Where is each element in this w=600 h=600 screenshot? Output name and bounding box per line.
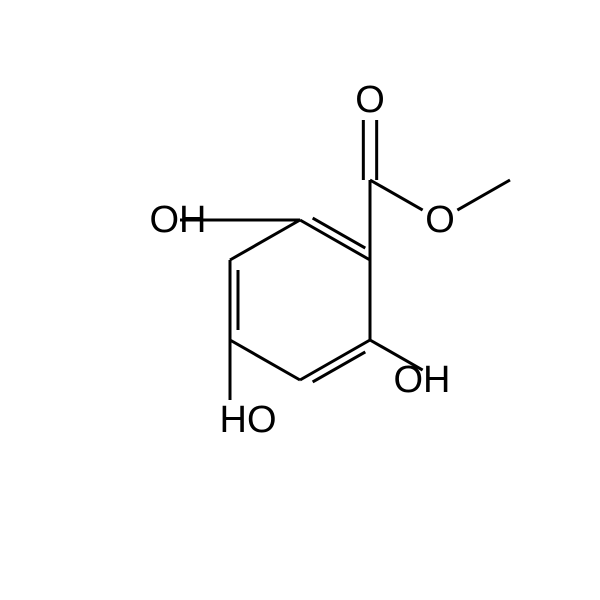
atom-label: O — [355, 79, 385, 121]
molecule-diagram: O O OH OH HO — [0, 0, 600, 600]
atom-label: OH — [150, 199, 207, 241]
atom-label: OH — [394, 359, 451, 401]
atom-label: HO — [220, 399, 277, 441]
atom-label: O — [425, 199, 455, 241]
